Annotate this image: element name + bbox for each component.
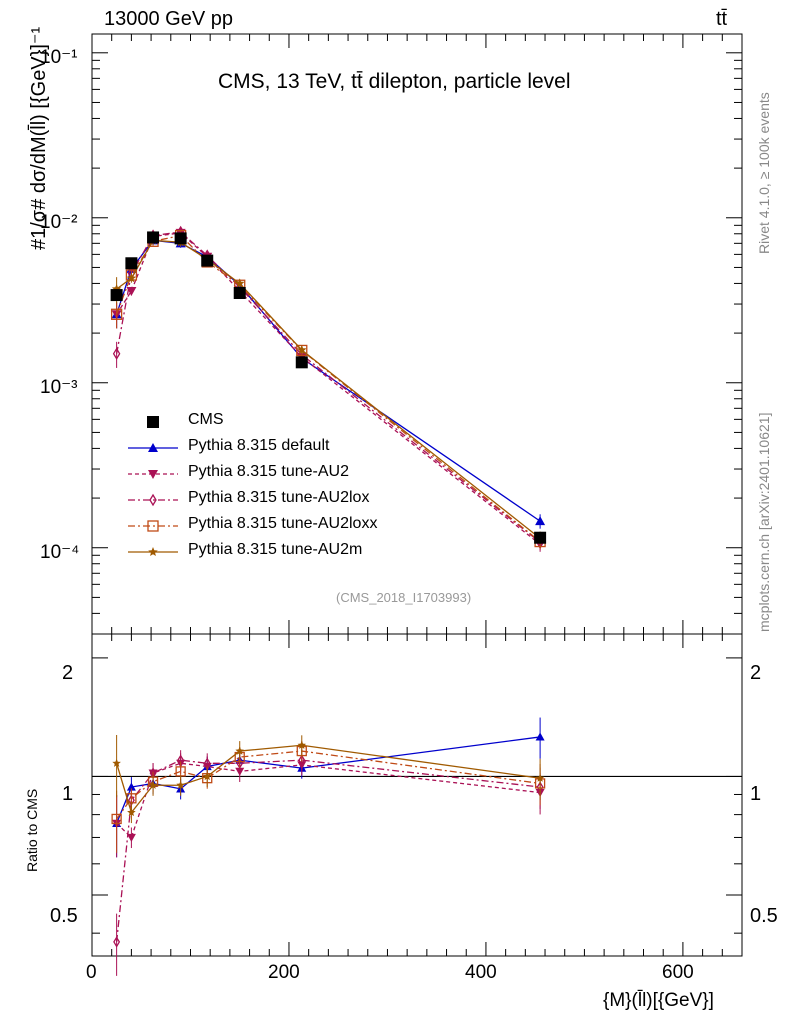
series-2-ratio-point (126, 833, 136, 842)
x-axis-label: {M}(l̄l)[{GeV}] (603, 990, 714, 1011)
legend-symbols (128, 416, 178, 556)
series-5-ratio-point (297, 740, 307, 749)
series-0-point (233, 286, 246, 299)
legend-entry-au2loxx: Pythia 8.315 tune-AU2loxx (188, 515, 378, 532)
series-1-ratio-point (535, 732, 545, 741)
series-5-point (235, 278, 245, 288)
series-4-ratio-point (111, 813, 122, 825)
series-5-ratio-point (127, 808, 136, 817)
legend-marker-2 (148, 470, 158, 479)
series-3-point (112, 347, 121, 360)
series-5-ratio-point (202, 772, 212, 781)
series-5-ratio-point (148, 780, 158, 789)
axis-ticks (91, 34, 742, 956)
analysis-tag: (CMS_2018_I1703993) (336, 590, 472, 605)
series-0-point (201, 254, 214, 267)
series-5-ratio-point (235, 746, 244, 755)
legend-marker-5 (148, 547, 158, 556)
legend-marker-1 (148, 443, 158, 452)
legend-marker-3 (149, 493, 157, 507)
legend-entry-default: Pythia 8.315 default (188, 437, 330, 454)
legend-entry-cms: CMS (188, 411, 224, 428)
ratio-tick-label-0.5-left: 0.5 (50, 905, 78, 927)
legend-entry-au2lox: Pythia 8.315 tune-AU2lox (188, 489, 370, 506)
series-5-point (297, 345, 307, 354)
series-2-ratio-line (116, 762, 541, 839)
ratio-tick-label-1-right: 1 (750, 783, 762, 805)
series-0-point (110, 289, 123, 302)
series-0-point (147, 231, 160, 244)
ratio-tick-label-2-left: 2 (62, 662, 74, 684)
x-tick-label-400: 400 (465, 962, 497, 983)
ratio-series-group (111, 717, 546, 976)
y-tick-label-1e-2: 10⁻² (40, 212, 78, 233)
legend-entry-au2m: Pythia 8.315 tune-AU2m (188, 541, 363, 558)
series-0-point (125, 257, 138, 270)
legend-marker-0 (147, 416, 159, 428)
y-tick-label-1e-3: 10⁻³ (40, 377, 78, 398)
chart-title: CMS, 13 TeV, tt̄ dilepton, particle leve… (218, 70, 571, 93)
series-5-ratio-line (115, 744, 541, 814)
ratio-tick-label-2-right: 2 (750, 662, 762, 684)
y-tick-label-1e-4: 10⁻⁴ (40, 542, 80, 563)
series-3-line (115, 231, 541, 543)
series-0-point (174, 232, 187, 245)
series-2-line (116, 232, 541, 545)
series-1-ratio-line (116, 736, 541, 824)
x-tick-label-200: 200 (268, 962, 300, 983)
series-3-ratio-point (298, 754, 306, 766)
series-1-point (535, 516, 546, 526)
series-1-ratio-point (126, 782, 136, 791)
ratio-y-axis-label: Ratio to CMS (24, 788, 40, 872)
series-3-ratio-point (113, 936, 121, 948)
series-5-ratio-point (176, 780, 185, 789)
series-4-point (110, 308, 123, 320)
series-0-point (295, 356, 308, 369)
series-5-point (126, 273, 137, 283)
series-4-ratio-line (116, 750, 541, 820)
series-5-ratio-point (535, 773, 545, 782)
series-5-line (116, 239, 541, 539)
header-left: 13000 GeV pp (104, 8, 233, 30)
main-series-group (110, 225, 547, 552)
ratio-tick-label-1-left: 1 (62, 783, 74, 805)
rivet-label: Rivet 4.1.0, ≥ 100k events (756, 92, 772, 254)
y-tick-label-1e-1: 10⁻¹ (40, 47, 78, 68)
x-tick-label-0: 0 (86, 962, 97, 983)
series-3-ratio-line (115, 759, 541, 943)
mcplots-label: mcplots.cern.ch [arXiv:2401.10621] (756, 412, 772, 632)
legend-marker-4 (147, 520, 159, 532)
series-0-point (534, 531, 547, 544)
legend-entry-au2: Pythia 8.315 tune-AU2 (188, 463, 349, 480)
x-tick-label-600: 600 (662, 962, 694, 983)
ratio-plot-frame (91, 633, 743, 957)
header-right: tt̄ (716, 8, 728, 30)
series-5-ratio-point (112, 758, 121, 767)
ratio-tick-label-0.5-right: 0.5 (750, 905, 778, 927)
